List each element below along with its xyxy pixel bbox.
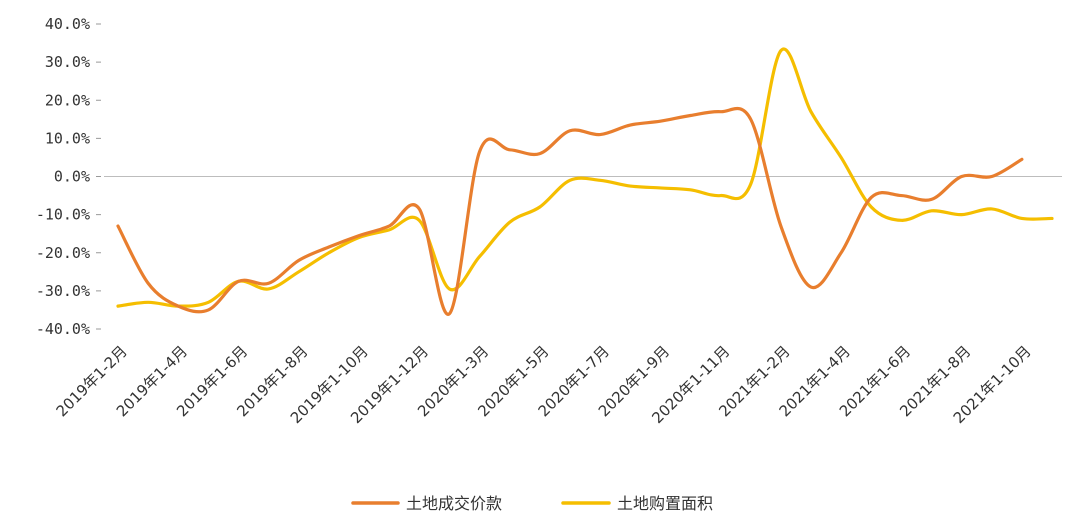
y-tick-label: -30.0%: [36, 282, 90, 300]
y-tick-label: -40.0%: [36, 320, 90, 338]
series-line-land-purchase-area: [116, 47, 1054, 308]
legend-label: 土地购置面积: [617, 494, 713, 513]
y-tick-label: 30.0%: [45, 53, 90, 71]
series-line-land-transaction-value: [116, 106, 1024, 316]
y-tick-label: -20.0%: [36, 244, 90, 262]
y-tick-label: 20.0%: [45, 91, 90, 109]
legend-label: 土地成交价款: [406, 494, 502, 513]
y-tick-label: 10.0%: [45, 129, 90, 147]
y-tick-label: 0.0%: [54, 168, 90, 186]
series-layer: [116, 47, 1054, 316]
y-axis: 40.0% 30.0% 20.0% 10.0% 0.0% -10.0% -20.0% -30.…: [36, 15, 101, 338]
x-axis: 2019年1-2月2019年1-4月2019年1-6月2019年1-8月2019…: [53, 342, 1035, 427]
legend: 土地成交价款 土地购置面积: [351, 494, 713, 513]
y-tick-label: 40.0%: [45, 15, 90, 33]
y-tick-label: -10.0%: [36, 206, 90, 224]
